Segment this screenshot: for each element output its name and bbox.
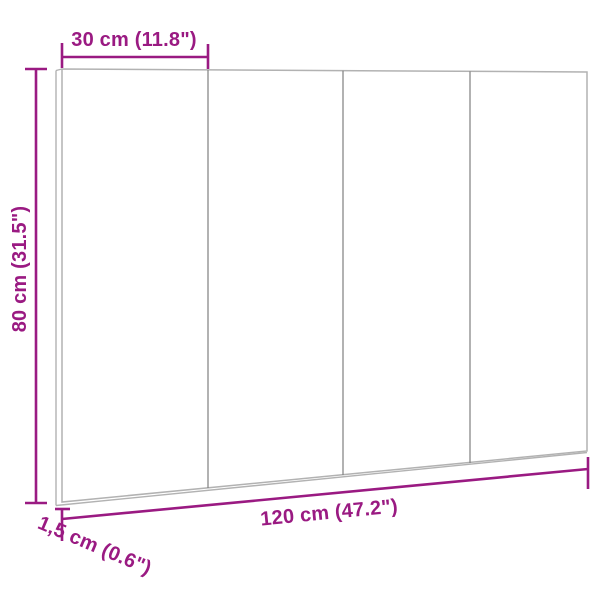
thickness-label: 1,5 cm (0.6") bbox=[35, 512, 155, 580]
headboard-top-left-edge bbox=[55, 68, 63, 72]
height-label: 80 cm (31.5") bbox=[9, 206, 31, 333]
total-width-label: 120 cm (47.2") bbox=[259, 495, 398, 530]
headboard-bottom-thickness-edge bbox=[55, 451, 588, 507]
headboard-drawing bbox=[55, 68, 588, 507]
dimension-thickness: 1,5 cm (0.6") bbox=[35, 507, 155, 580]
dimension-total-width: 120 cm (47.2") bbox=[60, 457, 590, 541]
headboard-front-face bbox=[61, 68, 588, 503]
panel-width-label: 30 cm (11.8") bbox=[71, 29, 197, 51]
dimension-height: 80 cm (31.5") bbox=[9, 67, 47, 505]
dimension-line-total-width bbox=[61, 467, 589, 521]
dimension-panel-width: 30 cm (11.8") bbox=[60, 29, 210, 69]
